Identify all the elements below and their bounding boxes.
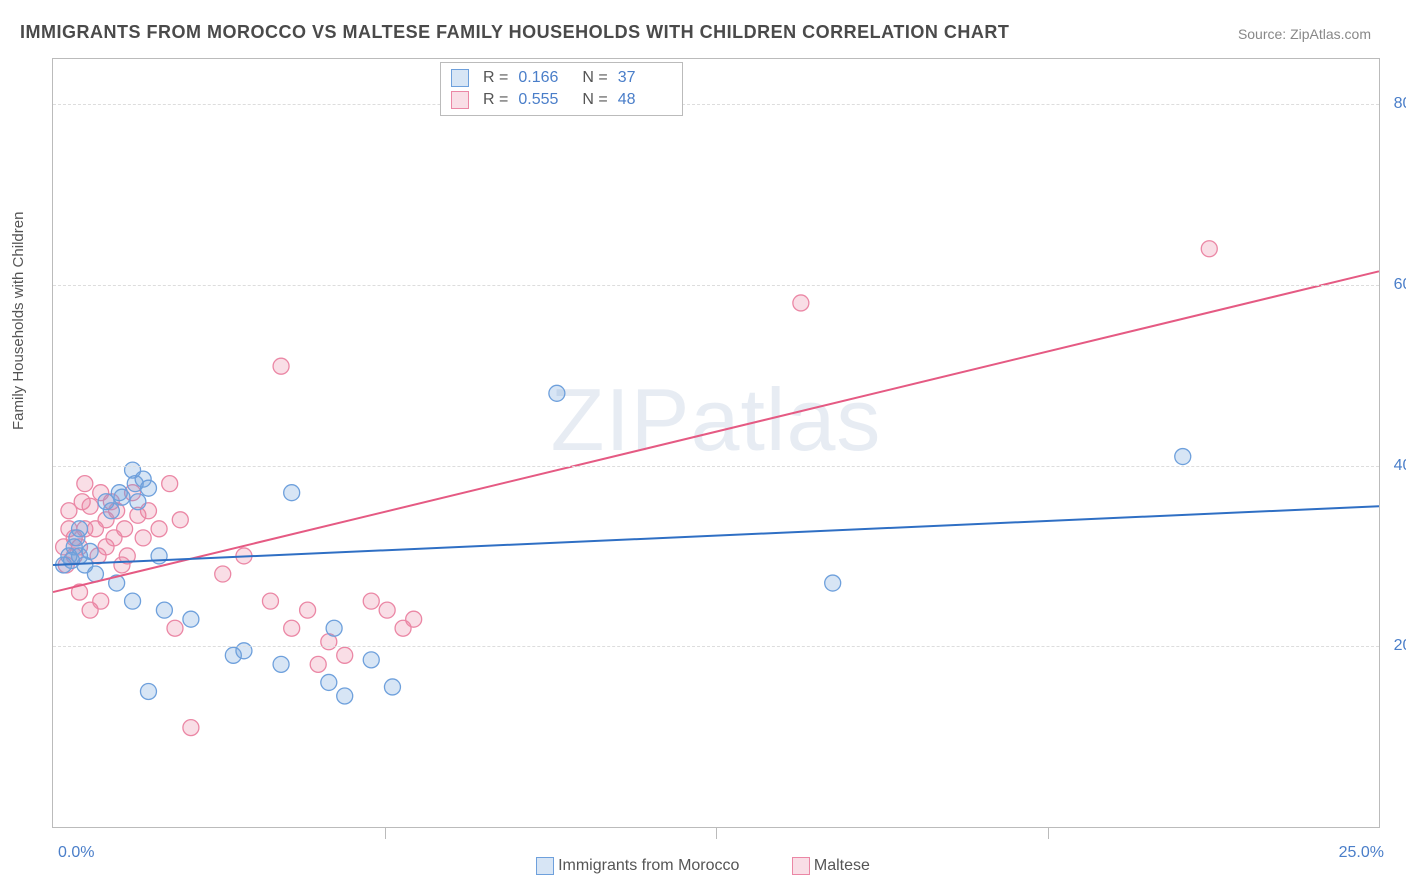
data-point-maltese [162, 476, 178, 492]
data-point-morocco [363, 652, 379, 668]
data-point-morocco [140, 480, 156, 496]
data-point-morocco [140, 683, 156, 699]
data-point-maltese [215, 566, 231, 582]
chart-title: IMMIGRANTS FROM MOROCCO VS MALTESE FAMIL… [20, 22, 1009, 43]
y-tick-label: 20.0% [1394, 637, 1406, 655]
data-point-maltese [337, 647, 353, 663]
scatter-svg [53, 59, 1379, 827]
legend-row-morocco: R = 0.166 N = 37 [451, 67, 672, 89]
swatch-maltese-icon [792, 857, 810, 875]
data-point-morocco [236, 643, 252, 659]
data-point-morocco [72, 521, 88, 537]
legend-item-morocco: Immigrants from Morocco [536, 857, 739, 875]
data-point-morocco [321, 674, 337, 690]
data-point-maltese [310, 656, 326, 672]
r-value-morocco: 0.166 [518, 69, 572, 87]
data-point-morocco [151, 548, 167, 564]
y-axis-title: Family Households with Children [10, 212, 27, 430]
n-value-maltese: 48 [618, 91, 672, 109]
y-gridline [53, 646, 1379, 647]
data-point-maltese [151, 521, 167, 537]
y-gridline [53, 104, 1379, 105]
data-point-maltese [93, 593, 109, 609]
legend-item-maltese: Maltese [792, 857, 870, 875]
chart-plot-area: ZIPatlas 20.0%40.0%60.0%80.0%0.0%25.0% [52, 58, 1380, 828]
data-point-maltese [300, 602, 316, 618]
data-point-maltese [77, 476, 93, 492]
data-point-morocco [549, 385, 565, 401]
y-gridline [53, 285, 1379, 286]
r-label: R = [483, 91, 508, 109]
regression-line-maltese [53, 271, 1379, 592]
data-point-maltese [363, 593, 379, 609]
n-label: N = [582, 91, 607, 109]
regression-line-morocco [53, 506, 1379, 565]
data-point-maltese [117, 521, 133, 537]
n-value-morocco: 37 [618, 69, 672, 87]
legend-row-maltese: R = 0.555 N = 48 [451, 89, 672, 111]
data-point-maltese [82, 498, 98, 514]
legend-label-maltese: Maltese [814, 857, 870, 875]
y-tick-label: 80.0% [1394, 95, 1406, 113]
y-gridline [53, 466, 1379, 467]
data-point-morocco [284, 485, 300, 501]
data-point-maltese [406, 611, 422, 627]
swatch-morocco [451, 69, 469, 87]
n-label: N = [582, 69, 607, 87]
data-point-morocco [825, 575, 841, 591]
data-point-morocco [326, 620, 342, 636]
data-point-maltese [135, 530, 151, 546]
data-point-morocco [1175, 449, 1191, 465]
data-point-maltese [172, 512, 188, 528]
x-minor-tick [1048, 827, 1049, 839]
r-value-maltese: 0.555 [518, 91, 572, 109]
r-label: R = [483, 69, 508, 87]
data-point-morocco [273, 656, 289, 672]
data-point-morocco [114, 489, 130, 505]
y-tick-label: 40.0% [1394, 457, 1406, 475]
data-point-morocco [183, 611, 199, 627]
legend-label-morocco: Immigrants from Morocco [558, 857, 739, 875]
data-point-morocco [384, 679, 400, 695]
x-minor-tick [385, 827, 386, 839]
data-point-morocco [125, 593, 141, 609]
data-point-morocco [156, 602, 172, 618]
legend-series: Immigrants from Morocco Maltese [0, 857, 1406, 880]
data-point-maltese [183, 720, 199, 736]
legend-correlation-box: R = 0.166 N = 37 R = 0.555 N = 48 [440, 62, 683, 116]
data-point-morocco [337, 688, 353, 704]
data-point-maltese [379, 602, 395, 618]
data-point-maltese [167, 620, 183, 636]
data-point-maltese [262, 593, 278, 609]
source-label: Source: ZipAtlas.com [1238, 26, 1371, 42]
y-tick-label: 60.0% [1394, 276, 1406, 294]
data-point-maltese [1201, 241, 1217, 257]
swatch-morocco-icon [536, 857, 554, 875]
x-minor-tick [716, 827, 717, 839]
swatch-maltese [451, 91, 469, 109]
data-point-morocco [103, 503, 119, 519]
data-point-maltese [273, 358, 289, 374]
data-point-maltese [793, 295, 809, 311]
data-point-morocco [82, 543, 98, 559]
data-point-morocco [130, 494, 146, 510]
data-point-maltese [284, 620, 300, 636]
